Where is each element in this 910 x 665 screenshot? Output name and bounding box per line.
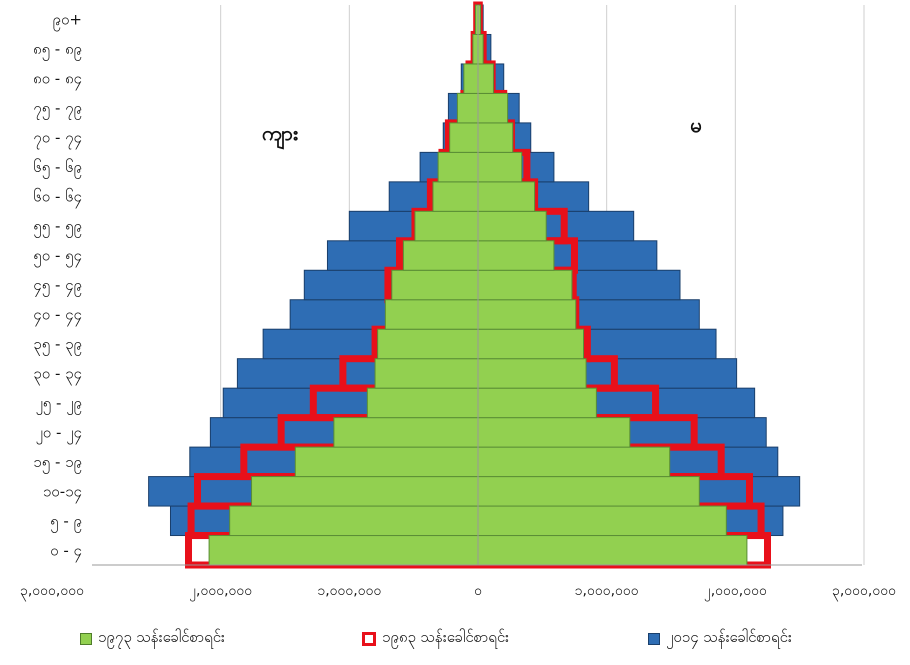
age-group-label-2: ၁၀-၁၄ <box>43 482 82 503</box>
bar-1973-female-0 <box>477 535 748 566</box>
population-pyramid-chart: ၀ - ၄ ၅ - ၉ ၁၀-၁၄ ၁၅ - ၁၉ ၂၀ - ၂၄ ၂၅ - ၂၉ ၃၀ -… <box>20 1 896 601</box>
age-group-label-16: ၈၀ - ၈၄ <box>33 70 82 91</box>
bar-1973-female-8 <box>477 299 577 330</box>
age-group-label-3: ၁၅ - ၁၉ <box>33 453 82 474</box>
bar-1973-male-17 <box>472 33 479 65</box>
bar-1973-female-6 <box>477 358 587 389</box>
bar-1973-female-17 <box>477 33 484 65</box>
bar-1973-female-5 <box>477 387 597 419</box>
bar-1973-male-9 <box>391 269 479 301</box>
bar-1973-male-12 <box>432 181 479 212</box>
age-group-label-0: ၀ - ၄ <box>50 541 82 562</box>
age-group-label-17: ၈၅ - ၈၉ <box>33 40 82 61</box>
legend-swatch-1983 <box>362 632 376 646</box>
age-group-label-1: ၅ - ၉ <box>50 512 82 533</box>
age-group-label-11: ၅၅ - ၅၉ <box>33 217 82 238</box>
bar-1973-female-1 <box>477 505 727 537</box>
axes <box>92 5 862 566</box>
x-tick-label-6: ၃,၀၀၀,၀၀၀ <box>832 583 896 601</box>
bar-1973-male-2 <box>251 476 479 507</box>
legend-swatch-1973 <box>80 633 92 645</box>
bar-1973-male-0 <box>208 535 479 566</box>
age-group-label-15: ၇၅ - ၇၉ <box>33 99 82 120</box>
x-tick-label-2: ၁,၀၀၀,၀၀၀ <box>317 583 381 599</box>
legend-label-1973: ၁၉၇၃ သန်းခေါင်စာရင်း <box>98 628 225 646</box>
bar-1973-male-13 <box>437 151 479 183</box>
bar-1973-male-10 <box>402 240 479 271</box>
age-group-label-9: ၄၅ - ၄၉ <box>33 276 82 297</box>
bar-1973-male-6 <box>374 358 479 389</box>
legend-item-1983: ၁၉၈၃ သန်းခေါင်စာရင်း <box>362 628 509 650</box>
bar-1973-male-8 <box>384 299 479 330</box>
age-group-label-6: ၃၀ - ၃၄ <box>33 364 82 385</box>
x-tick-label-0: ၃,၀၀၀,၀၀၀ <box>20 583 84 601</box>
age-group-label-7: ၃၅ - ၃၉ <box>33 335 82 356</box>
legend-label-1983: ၁၉၈၃ သန်းခေါင်စာရင်း <box>382 628 509 646</box>
bar-1973-male-5 <box>366 387 479 419</box>
age-group-label-5: ၂၅ - ၂၉ <box>35 394 82 415</box>
bar-1973-female-7 <box>477 328 585 360</box>
legend-item-1973: ၁၉၇၃ သန်းခေါင်စာရင်း <box>80 628 225 650</box>
age-group-label-18: ၉၀+ <box>53 11 82 32</box>
legend-item-2014: ၂၀၁၄ သန်းခေါင်စာရင်း <box>648 628 792 650</box>
series-1973-bars <box>208 4 748 566</box>
bar-1973-male-7 <box>377 328 479 360</box>
female-side-label: မ <box>690 113 701 137</box>
bar-1973-female-13 <box>477 151 523 183</box>
bar-1973-female-12 <box>477 181 536 212</box>
bar-1973-male-4 <box>333 417 479 448</box>
labels: ၀ - ၄ ၅ - ၉ ၁၀-၁၄ ၁၅ - ၁၉ ၂၀ - ၂၄ ၂၅ - ၂၉ ၃၀ -… <box>20 11 896 601</box>
x-tick-label-5: ၂,၀၀၀,၀၀၀ <box>704 583 767 601</box>
bar-1973-female-16 <box>477 63 494 94</box>
legend-swatch-2014 <box>648 633 660 645</box>
bar-1973-male-3 <box>294 446 479 478</box>
x-tick-label-4: ၁,၀၀၀,၀၀၀ <box>575 583 639 599</box>
bar-1973-male-16 <box>463 63 479 94</box>
bar-1973-male-14 <box>449 122 479 153</box>
age-group-label-10: ၅၀ - ၅၄ <box>33 247 82 268</box>
bar-1973-male-15 <box>456 92 479 124</box>
bar-1973-female-10 <box>477 240 555 271</box>
age-group-label-4: ၂၀ - ၂၄ <box>35 423 82 444</box>
bar-1973-male-11 <box>414 210 479 242</box>
age-group-label-8: ၄၀ - ၄၄ <box>33 305 82 326</box>
bar-1973-female-2 <box>477 476 700 507</box>
x-tick-label-3: ၀ <box>474 583 482 599</box>
bar-1973-female-15 <box>477 92 509 124</box>
bar-1973-male-1 <box>229 505 479 537</box>
age-group-label-12: ၆၀ - ၆၄ <box>33 188 82 209</box>
bar-1973-female-14 <box>477 122 514 153</box>
bar-1973-female-3 <box>477 446 671 478</box>
chart-legend: ၁၉၇၃ သန်းခေါင်စာရင်း ၁၉၈၃ သန်းခေါင်စာရင်… <box>0 620 910 656</box>
age-group-label-14: ၇၀ - ၇၄ <box>33 129 82 150</box>
bar-1973-female-9 <box>477 269 573 301</box>
male-side-label: ကျား <box>262 121 298 150</box>
age-group-label-13: ၆၅ - ၆၉ <box>33 158 82 179</box>
x-tick-label-1: ၂,၀၀၀,၀၀၀ <box>189 583 252 601</box>
bar-1973-female-4 <box>477 417 631 448</box>
bar-1973-female-11 <box>477 210 547 242</box>
legend-label-2014: ၂၀၁၄ သန်းခေါင်စာရင်း <box>666 628 792 646</box>
